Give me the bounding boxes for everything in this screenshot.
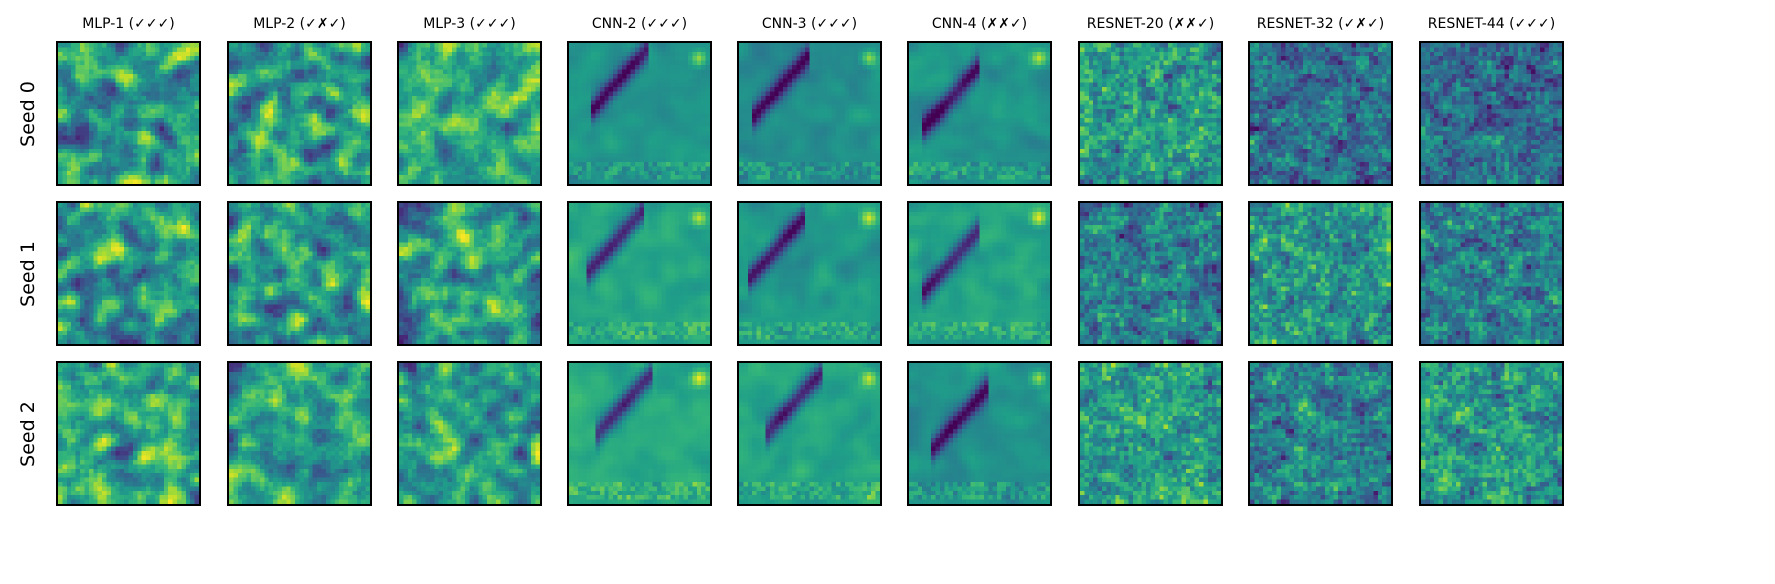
heatmap-image [399,363,540,504]
heatmap-image [229,203,370,344]
heatmap-image [909,43,1050,184]
heatmap-panel [1248,41,1393,186]
heatmap-image [1421,43,1562,184]
heatmap-image [739,203,880,344]
column-title: RESNET-20 (✗✗✓) [1086,16,1215,32]
heatmap-image [1080,203,1221,344]
heatmap-panel [56,361,201,506]
heatmap-image [1421,203,1562,344]
column-title: MLP-3 (✓✓✓) [423,16,516,32]
heatmap-panel [1078,361,1223,506]
heatmap-image [399,43,540,184]
heatmap-panel [56,41,201,186]
row-label: Seed 0 [17,80,39,147]
heatmap-image [1250,203,1391,344]
heatmap-image [229,363,370,504]
heatmap-panel [567,201,712,346]
heatmap-panel [397,201,542,346]
row-label: Seed 1 [17,240,39,307]
heatmap-image [569,363,710,504]
heatmap-panel [1248,201,1393,346]
heatmap-panel [1419,361,1564,506]
heatmap-image [1080,43,1221,184]
heatmap-panel [567,361,712,506]
heatmap-panel [737,201,882,346]
heatmap-panel [1419,41,1564,186]
heatmap-panel [907,41,1052,186]
heatmap-panel [907,361,1052,506]
heatmap-panel [1078,201,1223,346]
heatmap-image [399,203,540,344]
column-title: CNN-4 (✗✗✓) [931,16,1028,32]
heatmap-panel [1419,201,1564,346]
heatmap-image [1250,43,1391,184]
heatmap-image [569,203,710,344]
column-title: RESNET-32 (✓✗✓) [1256,16,1385,32]
column-title: MLP-1 (✓✓✓) [82,16,175,32]
heatmap-panel [1078,41,1223,186]
heatmap-image [739,363,880,504]
heatmap-panel [227,201,372,346]
heatmap-image [739,43,880,184]
heatmap-image [58,363,199,504]
heatmap-image [909,363,1050,504]
column-title: MLP-2 (✓✗✓) [253,16,346,32]
heatmap-panel [227,361,372,506]
column-title: RESNET-44 (✓✓✓) [1427,16,1556,32]
heatmap-image [909,203,1050,344]
heatmap-panel [1248,361,1393,506]
heatmap-panel [907,201,1052,346]
heatmap-panel [56,201,201,346]
heatmap-panel [567,41,712,186]
heatmap-image [1250,363,1391,504]
heatmap-panel [397,361,542,506]
heatmap-image [569,43,710,184]
row-label: Seed 2 [17,400,39,467]
heatmap-image [58,203,199,344]
heatmap-image [229,43,370,184]
heatmap-image [1080,363,1221,504]
heatmap-panel [227,41,372,186]
heatmap-panel [397,41,542,186]
heatmap-image [58,43,199,184]
heatmap-panel [737,361,882,506]
heatmap-panel [737,41,882,186]
column-title: CNN-2 (✓✓✓) [591,16,688,32]
column-title: CNN-3 (✓✓✓) [761,16,858,32]
heatmap-image [1421,363,1562,504]
